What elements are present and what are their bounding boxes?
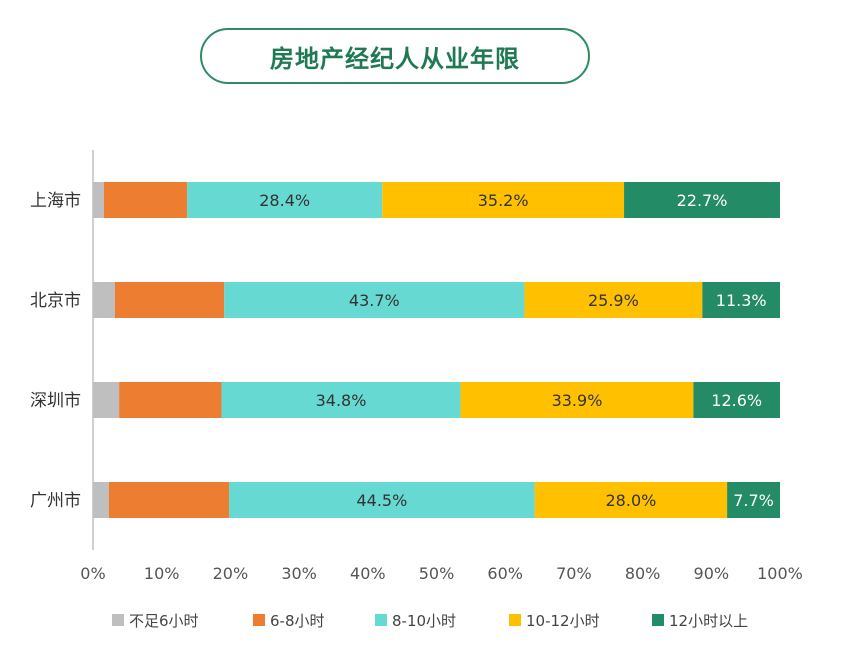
bar-segment <box>187 182 383 218</box>
bar-segment <box>224 282 525 318</box>
bar-segment <box>624 182 780 218</box>
legend-label: 10-12小时 <box>526 612 600 630</box>
data-label: 25.9% <box>588 291 639 310</box>
bar-segment <box>93 382 120 418</box>
bar-segment <box>119 382 222 418</box>
legend-label: 6-8小时 <box>270 612 325 630</box>
bar-segment <box>460 382 694 418</box>
x-tick-label: 10% <box>144 564 180 583</box>
chart-title: 房地产经纪人从业年限 <box>200 28 590 84</box>
bar-segment <box>103 182 188 218</box>
data-label: 33.9% <box>552 391 603 410</box>
category-label: 深圳市 <box>30 391 81 411</box>
bar-segment <box>108 482 230 518</box>
bars-group: 28.4% 35.2% 22.7% 43.7% 25.9% 11.3% 34.8% 33.9%… <box>93 182 780 518</box>
bar-segment <box>229 482 535 518</box>
bar-segment <box>93 482 109 518</box>
x-tick-labels: 0% 10% 20% 30% 40% 50% 60% 70% 80% 90% 100% <box>80 564 803 583</box>
data-label: 35.2% <box>478 191 529 210</box>
legend-label: 不足6小时 <box>129 612 199 630</box>
legend-swatch <box>112 614 124 626</box>
data-label: 12.6% <box>711 391 762 410</box>
bar-segment <box>727 482 780 518</box>
category-label: 北京市 <box>30 291 81 311</box>
bar-segment <box>693 382 780 418</box>
bar-segment <box>93 282 115 318</box>
bar-segment <box>534 482 728 518</box>
data-label: 11.3% <box>716 291 767 310</box>
bar-segment <box>702 282 780 318</box>
legend: 不足6小时 6-8小时 8-10小时 10-12小时 12小时以上 <box>112 612 748 630</box>
bar-segment <box>93 182 104 218</box>
data-label: 28.0% <box>606 491 657 510</box>
data-label: 22.7% <box>677 191 728 210</box>
data-label: 28.4% <box>259 191 310 210</box>
legend-swatch <box>509 614 521 626</box>
x-tick-label: 100% <box>757 564 803 583</box>
data-label: 43.7% <box>349 291 400 310</box>
x-tick-label: 70% <box>556 564 592 583</box>
x-tick-label: 50% <box>419 564 455 583</box>
data-label: 34.8% <box>316 391 367 410</box>
x-tick-label: 20% <box>213 564 249 583</box>
bar-segment <box>382 182 625 218</box>
x-tick-label: 90% <box>694 564 730 583</box>
data-label: 44.5% <box>356 491 407 510</box>
legend-label: 12小时以上 <box>669 612 748 630</box>
bar-segment <box>524 282 703 318</box>
legend-swatch <box>253 614 265 626</box>
x-tick-label: 60% <box>487 564 523 583</box>
x-tick-label: 80% <box>625 564 661 583</box>
legend-swatch <box>375 614 387 626</box>
category-label: 上海市 <box>30 191 81 211</box>
legend-swatch <box>652 614 664 626</box>
legend-label: 8-10小时 <box>392 612 456 630</box>
x-tick-label: 30% <box>281 564 317 583</box>
bar-segment <box>221 382 461 418</box>
bar-segment <box>114 282 225 318</box>
x-tick-label: 40% <box>350 564 386 583</box>
category-label: 广州市 <box>30 491 81 511</box>
data-label: 7.7% <box>733 491 774 510</box>
x-tick-label: 0% <box>80 564 105 583</box>
